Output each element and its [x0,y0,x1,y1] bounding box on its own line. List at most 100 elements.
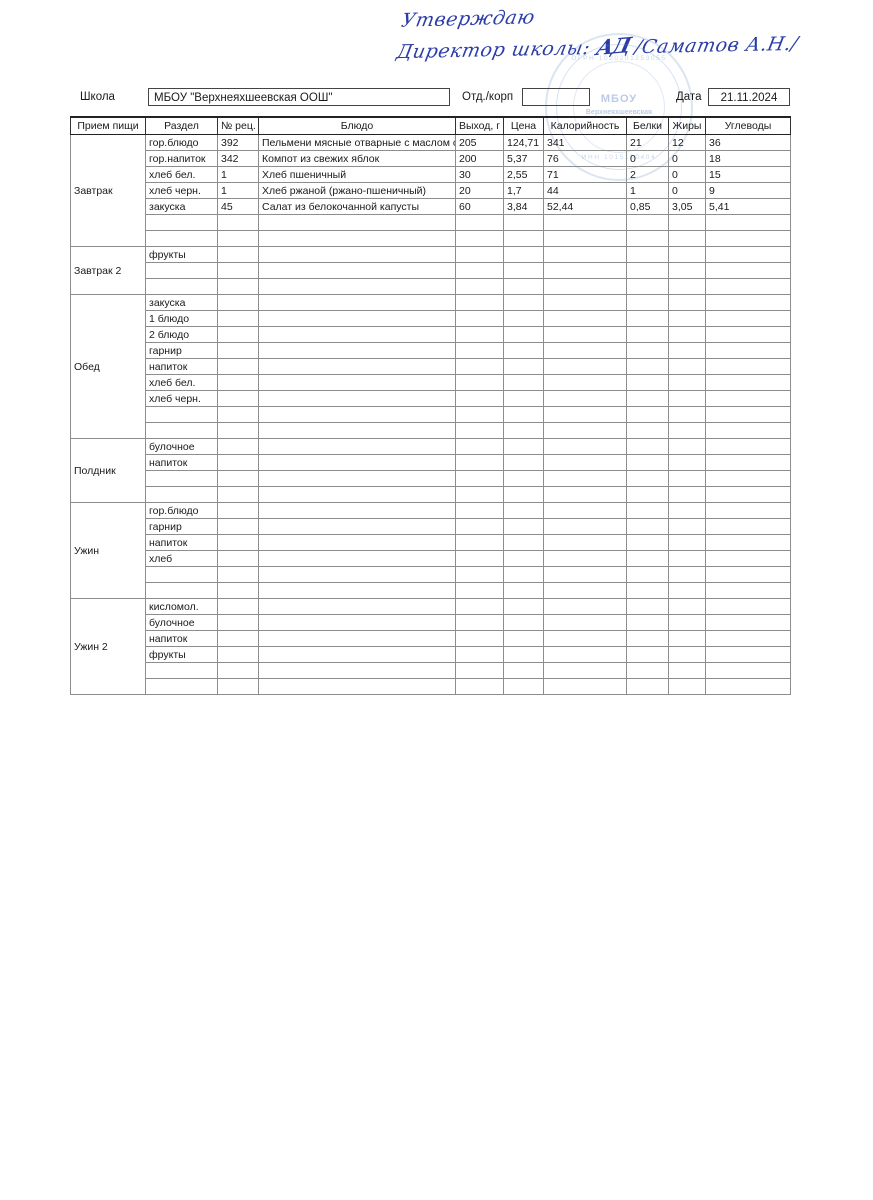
output-grams-cell[interactable] [455,614,504,631]
section-cell[interactable] [145,230,218,247]
section-cell[interactable]: напиток [145,534,218,551]
calories-cell[interactable] [543,438,627,455]
price-cell[interactable] [503,230,544,247]
section-cell[interactable] [145,278,218,295]
section-cell[interactable]: гарнир [145,342,218,359]
dish-name-cell[interactable] [258,598,456,615]
recipe-number-cell[interactable] [217,470,259,487]
price-cell[interactable] [503,582,544,599]
fats-cell[interactable] [668,550,706,567]
carbs-cell[interactable] [705,486,791,503]
price-cell[interactable] [503,518,544,535]
price-cell[interactable]: 1,7 [503,182,544,199]
recipe-number-cell[interactable]: 1 [217,182,259,199]
output-grams-cell[interactable] [455,550,504,567]
section-cell[interactable]: хлеб [145,550,218,567]
proteins-cell[interactable]: 0,85 [626,198,669,215]
dish-name-cell[interactable] [258,534,456,551]
price-cell[interactable] [503,614,544,631]
section-cell[interactable]: гор.блюдо [145,502,218,519]
recipe-number-cell[interactable] [217,246,259,263]
recipe-number-cell[interactable] [217,262,259,279]
calories-cell[interactable] [543,246,627,263]
output-grams-cell[interactable] [455,582,504,599]
price-cell[interactable] [503,598,544,615]
section-cell[interactable] [145,662,218,679]
section-cell[interactable] [145,582,218,599]
section-cell[interactable]: гор.блюдо [145,134,218,151]
price-cell[interactable] [503,326,544,343]
carbs-cell[interactable] [705,614,791,631]
dish-name-cell[interactable] [258,374,456,391]
calories-cell[interactable] [543,646,627,663]
section-cell[interactable]: булочное [145,614,218,631]
carbs-cell[interactable] [705,278,791,295]
proteins-cell[interactable] [626,518,669,535]
section-cell[interactable] [145,262,218,279]
proteins-cell[interactable] [626,454,669,471]
proteins-cell[interactable] [626,678,669,695]
fats-cell[interactable] [668,486,706,503]
dish-name-cell[interactable] [258,582,456,599]
output-grams-cell[interactable] [455,566,504,583]
section-cell[interactable]: закуска [145,294,218,311]
carbs-cell[interactable] [705,230,791,247]
fats-cell[interactable] [668,262,706,279]
fats-cell[interactable] [668,326,706,343]
output-grams-cell[interactable] [455,630,504,647]
output-grams-cell[interactable] [455,310,504,327]
recipe-number-cell[interactable] [217,614,259,631]
output-grams-cell[interactable] [455,422,504,439]
carbs-cell[interactable] [705,246,791,263]
fats-cell[interactable]: 12 [668,134,706,151]
carbs-cell[interactable] [705,598,791,615]
proteins-cell[interactable] [626,598,669,615]
dish-name-cell[interactable] [258,518,456,535]
calories-cell[interactable] [543,566,627,583]
dish-name-cell[interactable]: Компот из свежих яблок [258,150,456,167]
output-grams-cell[interactable] [455,230,504,247]
dish-name-cell[interactable]: Пельмени мясные отварные с маслом сливоч… [258,134,456,151]
recipe-number-cell[interactable] [217,406,259,423]
proteins-cell[interactable] [626,550,669,567]
calories-cell[interactable] [543,406,627,423]
carbs-cell[interactable] [705,390,791,407]
output-grams-cell[interactable] [455,246,504,263]
recipe-number-cell[interactable]: 342 [217,150,259,167]
section-cell[interactable] [145,470,218,487]
proteins-cell[interactable] [626,358,669,375]
price-cell[interactable] [503,278,544,295]
recipe-number-cell[interactable] [217,230,259,247]
section-cell[interactable]: напиток [145,454,218,471]
calories-cell[interactable] [543,326,627,343]
calories-cell[interactable] [543,374,627,391]
recipe-number-cell[interactable] [217,486,259,503]
price-cell[interactable] [503,358,544,375]
price-cell[interactable] [503,342,544,359]
section-cell[interactable] [145,406,218,423]
calories-cell[interactable] [543,470,627,487]
dish-name-cell[interactable] [258,646,456,663]
output-grams-cell[interactable] [455,262,504,279]
output-grams-cell[interactable] [455,294,504,311]
fats-cell[interactable] [668,646,706,663]
recipe-number-cell[interactable] [217,662,259,679]
recipe-number-cell[interactable] [217,390,259,407]
calories-cell[interactable] [543,662,627,679]
carbs-cell[interactable] [705,646,791,663]
output-grams-cell[interactable]: 30 [455,166,504,183]
recipe-number-cell[interactable]: 392 [217,134,259,151]
proteins-cell[interactable] [626,582,669,599]
calories-cell[interactable] [543,422,627,439]
recipe-number-cell[interactable]: 1 [217,166,259,183]
dish-name-cell[interactable]: Хлеб пшеничный [258,166,456,183]
fats-cell[interactable] [668,502,706,519]
output-grams-cell[interactable]: 200 [455,150,504,167]
dish-name-cell[interactable] [258,422,456,439]
carbs-cell[interactable] [705,582,791,599]
dish-name-cell[interactable] [258,342,456,359]
dish-name-cell[interactable] [258,502,456,519]
fats-cell[interactable]: 0 [668,150,706,167]
proteins-cell[interactable] [626,278,669,295]
recipe-number-cell[interactable] [217,678,259,695]
